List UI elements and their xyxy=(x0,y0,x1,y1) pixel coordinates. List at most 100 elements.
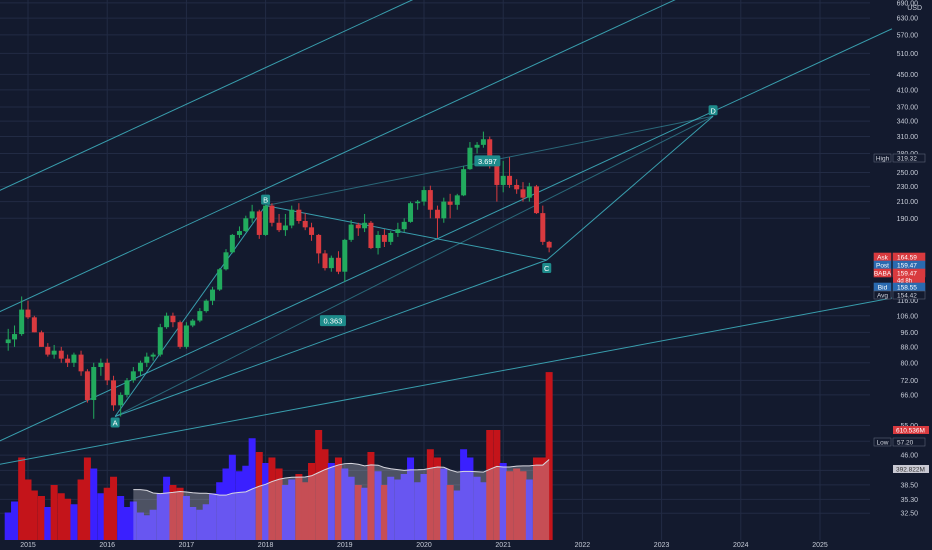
candle-body xyxy=(98,362,104,367)
volume-bar xyxy=(202,504,210,540)
price-tag-value-box xyxy=(892,290,926,300)
volume-bar xyxy=(163,476,171,540)
price-tag-value: 159.47 xyxy=(897,263,917,270)
price-tag-name: Avg xyxy=(877,293,888,300)
candle-body xyxy=(31,317,37,333)
volume-bar xyxy=(354,485,362,540)
volume-bar xyxy=(209,493,217,540)
volume-bar xyxy=(97,493,105,540)
price-tag-name: Low xyxy=(877,440,889,447)
candle-body xyxy=(447,201,453,205)
candle-body xyxy=(157,327,163,355)
channel-line xyxy=(0,0,676,313)
candle-body xyxy=(177,322,183,347)
ratio-label: 3.697 xyxy=(478,157,497,166)
price-tick-label: 88.00 xyxy=(900,344,918,351)
channel-line xyxy=(0,297,893,465)
line-a-d xyxy=(114,115,714,417)
volume-bar xyxy=(327,463,335,540)
time-tick-label: 2015 xyxy=(20,542,36,549)
price-tick-label: 630.00 xyxy=(897,16,919,23)
candle-body xyxy=(487,139,493,165)
pattern-point-a-box xyxy=(110,417,120,428)
candle-body xyxy=(441,201,447,219)
volume-bar xyxy=(473,476,481,540)
candle-body xyxy=(118,394,124,406)
candle-body xyxy=(434,209,440,219)
volume-bars xyxy=(4,372,553,540)
volume-bar xyxy=(117,496,125,540)
candle-body xyxy=(316,234,322,254)
volume-bar xyxy=(143,515,151,540)
price-tag-value-box xyxy=(892,437,926,447)
price-tag-name: Ask xyxy=(877,255,889,262)
price-tag-countdown: 4d 8h xyxy=(897,279,912,285)
price-tick-label: 96.00 xyxy=(900,330,918,337)
price-tick-label: 570.00 xyxy=(897,32,919,39)
candle-body xyxy=(19,309,25,335)
price-tick-label: 46.00 xyxy=(900,453,918,460)
candle-body xyxy=(38,332,44,347)
candle-body xyxy=(236,231,242,235)
volume-tag-box xyxy=(893,426,929,434)
candle-body xyxy=(183,325,189,347)
pattern-point-c: C xyxy=(544,264,550,273)
volume-bar xyxy=(156,493,164,540)
candle-body xyxy=(296,209,302,221)
candle-body xyxy=(190,320,196,326)
volume-bar xyxy=(196,509,204,540)
time-tick-label: 2024 xyxy=(733,542,749,549)
volume-bar xyxy=(394,479,402,540)
volume-bar xyxy=(275,468,283,540)
volume-ma-area xyxy=(133,459,550,540)
price-tag-name-box xyxy=(873,268,892,278)
price-tick-label: 510.00 xyxy=(897,51,919,58)
candles xyxy=(5,131,552,419)
candle-body xyxy=(415,201,421,204)
volume-bar xyxy=(466,457,474,540)
volume-bar xyxy=(334,457,342,540)
volume-bar xyxy=(460,449,468,540)
volume-bar xyxy=(308,463,316,540)
volume-bar xyxy=(189,507,197,540)
pattern-labels: A B C D 3.697 0.363 xyxy=(110,105,718,428)
candle-body xyxy=(494,164,500,185)
price-tick-label: 690.00 xyxy=(897,0,919,7)
price-tag-name-box xyxy=(873,437,892,447)
volume-bar xyxy=(11,501,19,540)
candle-body xyxy=(546,241,552,248)
volume-bar xyxy=(380,485,388,540)
volume-bar xyxy=(30,490,38,540)
volume-bar xyxy=(513,468,521,540)
candle-body xyxy=(130,371,136,381)
grid xyxy=(0,0,870,540)
price-tick-label: 80.00 xyxy=(900,360,918,367)
volume-bar xyxy=(4,512,12,540)
volume-bar xyxy=(414,482,422,540)
candle-body xyxy=(282,225,288,231)
pattern-point-b: B xyxy=(263,196,268,205)
volume-bar xyxy=(367,452,375,540)
candle-body xyxy=(427,190,433,210)
volume-bar xyxy=(420,474,428,540)
volume-bar xyxy=(519,471,527,540)
volume-bar xyxy=(288,479,296,540)
candle-body xyxy=(520,189,526,198)
price-tag-name-box xyxy=(873,290,892,300)
candle-body xyxy=(12,334,18,340)
candle-body xyxy=(256,211,262,235)
candle-body xyxy=(84,371,90,401)
volume-bar xyxy=(24,479,32,540)
price-tag-countdown-box xyxy=(893,277,925,284)
price-tag-value: 164.59 xyxy=(897,255,917,262)
volume-bar xyxy=(281,485,289,540)
volume-bar xyxy=(426,449,434,540)
volume-bar xyxy=(129,501,137,540)
time-axis[interactable]: 2015 2016 2017 2018 2019 2020 2021 2022 2023 2024… xyxy=(20,542,828,549)
volume-tag-value: 610.536M xyxy=(896,428,925,435)
price-tick-label: 116.00 xyxy=(897,298,918,305)
candle-body xyxy=(375,234,381,249)
candle-body xyxy=(25,309,31,318)
candle-body xyxy=(514,184,520,190)
